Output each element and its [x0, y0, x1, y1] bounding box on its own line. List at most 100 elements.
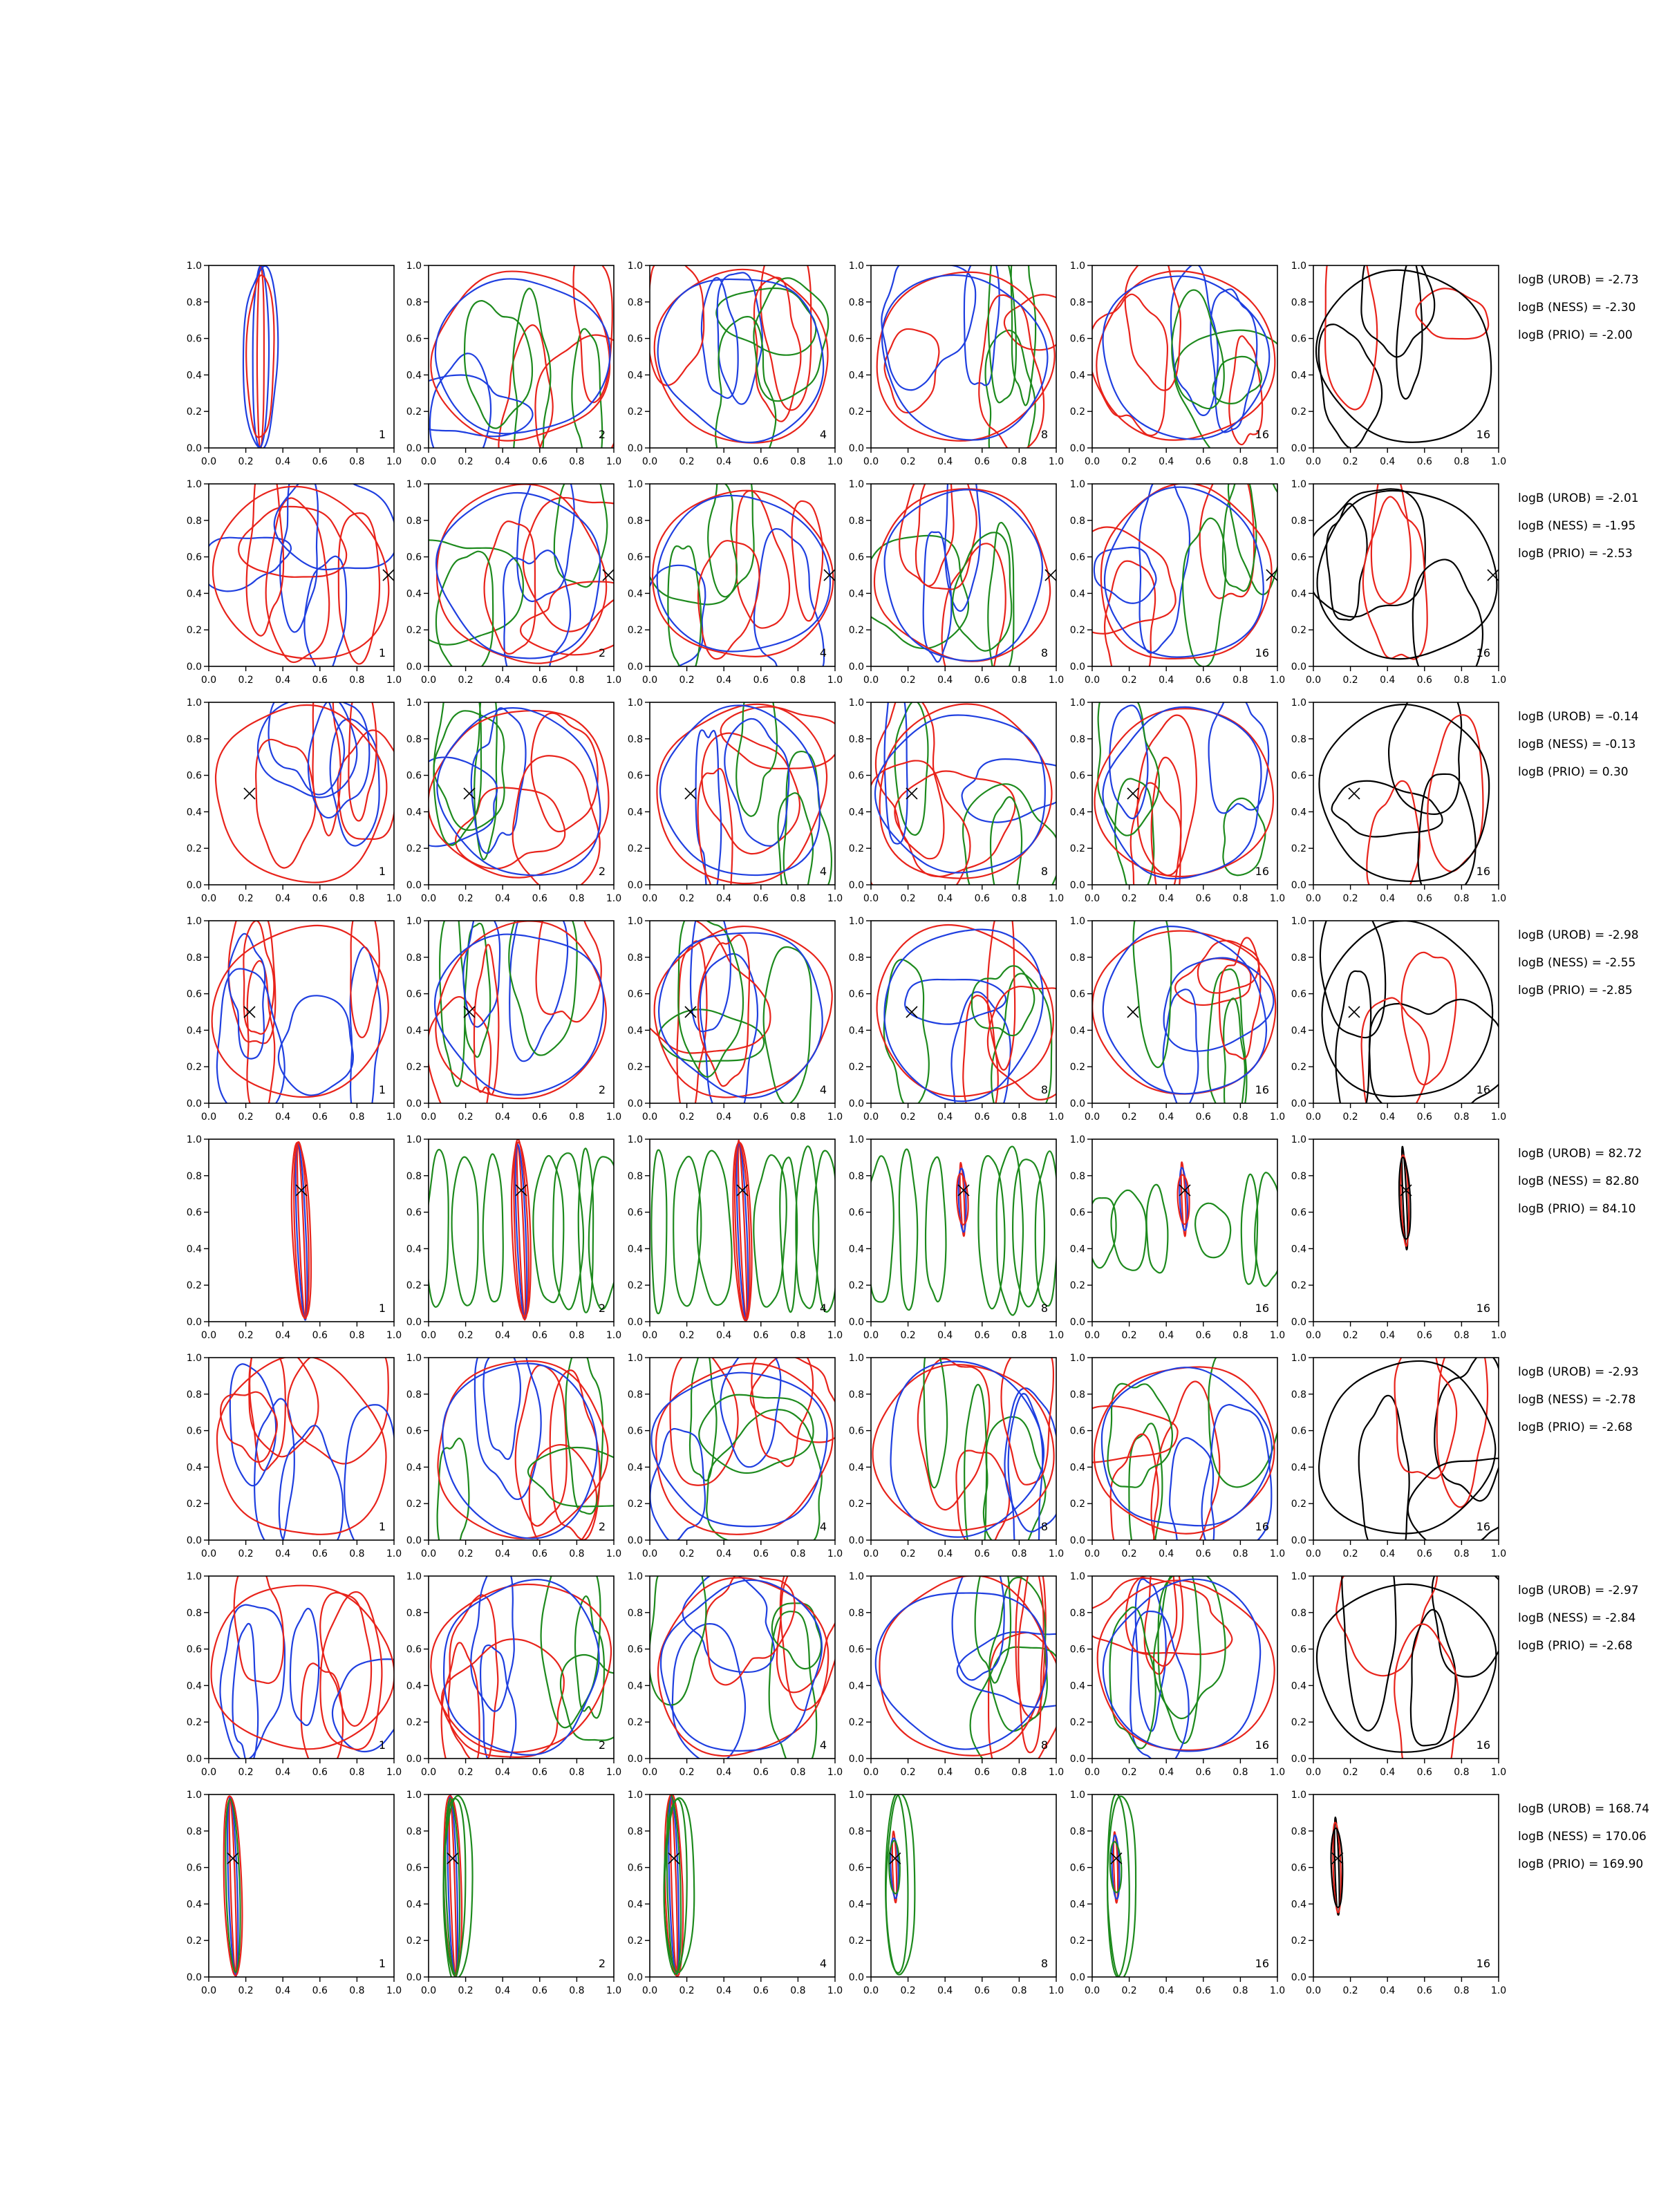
- contour-line: [1221, 484, 1257, 592]
- contour-line: [1102, 925, 1268, 1095]
- y-tick-label: 0.6: [628, 989, 643, 1000]
- contour-line: [1240, 1173, 1259, 1285]
- logb-annotation: logB (PRIO) = 84.10: [1518, 1202, 1635, 1216]
- y-tick-label: 0.8: [1291, 1389, 1306, 1400]
- x-tick-label: 1.0: [1049, 1548, 1064, 1559]
- y-tick-label: 0.6: [1070, 1863, 1085, 1874]
- contour-line: [699, 953, 759, 1103]
- panel-r1-c3: 0.0 0.0 0.2 0.2 0.4 0.4 0.6 0.6 0.8 0.8 1.0 1.0 4: [628, 261, 843, 467]
- contour-line: [574, 1595, 606, 1719]
- contour-line: [696, 1150, 733, 1306]
- x-tick-label: 0.2: [679, 893, 694, 904]
- contour-line: [1000, 1358, 1054, 1485]
- x-tick-label: 0.2: [900, 1548, 915, 1559]
- axes-frame: [1313, 1357, 1499, 1541]
- contour-line: [559, 1653, 614, 1741]
- panel-sample-label: 16: [1477, 1957, 1490, 1970]
- panel-r1-c2: 0.0 0.0 0.2 0.2 0.4 0.4 0.6 0.6 0.8 0.8 1.0 1.0 2: [406, 261, 621, 467]
- contour-line: [779, 1156, 798, 1313]
- contour-line: [795, 1145, 820, 1309]
- contour-line: [1434, 1358, 1499, 1502]
- y-tick-label: 0.2: [406, 1499, 422, 1510]
- y-tick-label: 0.8: [187, 1608, 202, 1619]
- y-tick-label: 0.6: [187, 1644, 202, 1656]
- contour-line: [1114, 778, 1155, 885]
- contour-line: [1208, 1358, 1277, 1488]
- x-tick-label: 0.4: [495, 1985, 510, 1996]
- y-tick-label: 0.2: [628, 1936, 643, 1947]
- contour-line: [944, 484, 982, 612]
- y-tick-label: 0.6: [187, 1426, 202, 1437]
- contour-line: [248, 1358, 319, 1458]
- x-tick-label: 0.0: [201, 1985, 216, 1996]
- contour-line: [331, 1658, 394, 1753]
- x-tick-label: 0.6: [532, 1548, 547, 1559]
- panel-r2-c4: 0.0 0.0 0.2 0.2 0.4 0.4 0.6 0.6 0.8 0.8 1.0 1.0 8: [849, 479, 1064, 686]
- y-tick-label: 0.6: [406, 334, 422, 345]
- x-tick-label: 0.4: [275, 1112, 290, 1123]
- y-tick-label: 1.0: [187, 1353, 202, 1364]
- y-tick-label: 0.4: [849, 1899, 864, 1910]
- panel-r8-c1: 0.0 0.0 0.2 0.2 0.4 0.4 0.6 0.6 0.8 0.8 1.0 1.0 1: [187, 1790, 402, 1996]
- contour-line: [791, 500, 824, 622]
- y-tick-label: 1.0: [1070, 1353, 1085, 1364]
- x-tick-label: 0.4: [1380, 1548, 1395, 1559]
- contour-line: [890, 1360, 1045, 1538]
- axes-frame: [870, 702, 1057, 885]
- y-tick-label: 0.2: [849, 625, 864, 636]
- x-tick-label: 0.8: [1232, 893, 1248, 904]
- x-tick-label: 0.8: [1232, 1330, 1248, 1341]
- x-tick-label: 0.8: [790, 1985, 805, 1996]
- contour-line: [881, 265, 977, 391]
- y-tick-label: 0.6: [849, 771, 864, 782]
- axes-frame: [428, 265, 615, 449]
- contour-line: [1318, 704, 1490, 882]
- panel-sample-label: 16: [1255, 1520, 1269, 1533]
- x-tick-label: 0.2: [679, 1767, 694, 1778]
- axes-frame: [870, 483, 1057, 667]
- contour-line: [248, 1358, 286, 1472]
- x-tick-label: 0.6: [532, 1985, 547, 1996]
- x-tick-label: 0.6: [753, 1767, 769, 1778]
- y-tick-label: 0.8: [1070, 953, 1085, 964]
- x-tick-label: 0.4: [937, 1985, 953, 1996]
- contour-line: [1415, 288, 1490, 340]
- contour-line: [879, 703, 1053, 879]
- true-value-marker: [1127, 1006, 1139, 1018]
- y-tick-label: 0.2: [406, 1717, 422, 1728]
- contour-line: [879, 1576, 1048, 1756]
- contour-line: [1150, 1380, 1221, 1540]
- y-tick-label: 0.2: [1070, 1280, 1085, 1291]
- x-tick-label: 0.8: [569, 456, 584, 467]
- x-tick-label: 0.4: [1380, 456, 1395, 467]
- y-tick-label: 0.2: [1070, 1499, 1085, 1510]
- y-tick-label: 1.0: [187, 697, 202, 709]
- y-tick-label: 0.4: [1070, 1244, 1085, 1255]
- contour-lines: [876, 265, 1056, 448]
- contour-line: [433, 933, 605, 1096]
- x-tick-label: 0.0: [863, 1548, 879, 1559]
- y-tick-label: 0.8: [187, 1826, 202, 1837]
- panel-r8-c5: 0.00.0 0.2 0.2 0.4 0.4 0.6 0.6 0.8 0.8 1.0 1.0 16: [1070, 1790, 1285, 1996]
- y-tick-label: 0.8: [406, 1608, 422, 1619]
- logb-annotation: logB (PRIO) = 0.30: [1518, 765, 1629, 779]
- contour-line: [650, 1149, 668, 1315]
- contour-line: [924, 1156, 947, 1303]
- contour-line: [1103, 486, 1264, 658]
- x-tick-label: 1.0: [827, 1985, 843, 1996]
- contour-line: [1130, 782, 1182, 885]
- x-tick-label: 0.6: [1196, 1330, 1211, 1341]
- contour-line: [289, 1607, 320, 1727]
- x-tick-label: 0.2: [900, 1985, 915, 1996]
- y-tick-label: 0.0: [187, 443, 202, 454]
- contour-line: [673, 1155, 702, 1307]
- true-value-marker: [602, 569, 615, 581]
- contour-line: [1179, 1167, 1189, 1232]
- contour-line: [508, 921, 578, 1056]
- panel-sample-label: 16: [1255, 428, 1269, 441]
- panel-r5-c2: 0.0 0.0 0.2 0.2 0.4 0.4 0.6 0.6 0.8 0.8 1.0 1.0 2: [406, 1134, 621, 1341]
- x-tick-label: 0.2: [679, 1548, 694, 1559]
- contour-line: [349, 946, 382, 1103]
- x-tick-label: 0.0: [642, 893, 657, 904]
- y-tick-label: 0.0: [187, 1972, 202, 1983]
